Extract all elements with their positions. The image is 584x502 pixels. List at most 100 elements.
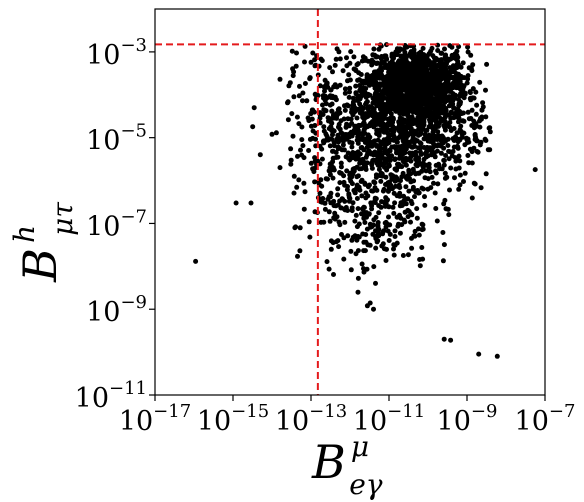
scatter-point xyxy=(437,94,443,100)
scatter-point xyxy=(383,55,389,61)
scatter-point xyxy=(401,217,407,223)
x-tick-base: 10 xyxy=(275,406,309,437)
scatter-point xyxy=(423,128,429,134)
scatter-point xyxy=(432,190,438,196)
scatter-point xyxy=(380,241,386,247)
scatter-point xyxy=(455,58,461,64)
scatter-point xyxy=(390,116,396,122)
scatter-point xyxy=(353,212,359,218)
scatter-point xyxy=(422,132,428,137)
x-tick-base: 10 xyxy=(437,406,471,437)
scatter-point xyxy=(352,218,358,224)
scatter-point xyxy=(357,160,363,166)
scatter-point xyxy=(326,209,332,215)
scatter-point xyxy=(362,248,368,254)
scatter-point xyxy=(331,272,336,277)
scatter-point xyxy=(367,123,373,129)
scatter-point xyxy=(376,226,382,232)
scatter-point xyxy=(408,96,414,102)
scatter-point xyxy=(431,81,437,87)
scatter-point xyxy=(375,222,381,228)
scatter-point xyxy=(434,218,440,224)
scatter-point xyxy=(193,258,199,264)
scatter-point xyxy=(477,118,482,124)
scatter-point xyxy=(376,87,382,92)
scatter-point xyxy=(439,50,445,56)
scatter-point xyxy=(335,154,341,160)
y-tick-exp: −3 xyxy=(120,35,147,56)
scatter-point xyxy=(378,61,384,67)
scatter-point xyxy=(335,202,341,208)
scatter-point xyxy=(462,170,468,176)
scatter-point xyxy=(395,223,401,229)
scatter-point xyxy=(446,156,452,162)
scatter-point xyxy=(451,105,457,111)
scatter-point xyxy=(343,154,349,160)
scatter-point xyxy=(373,245,379,251)
scatter-point xyxy=(451,76,457,82)
scatter-point xyxy=(474,149,480,154)
y-axis-label-sup: h xyxy=(8,225,41,243)
y-tick-exp: −7 xyxy=(120,206,147,227)
y-axis-label: B h μτ xyxy=(8,202,79,283)
scatter-point xyxy=(348,267,354,273)
scatter-point xyxy=(354,115,360,121)
scatter-point xyxy=(414,131,420,137)
scatter-point xyxy=(450,149,456,154)
scatter-point xyxy=(337,126,343,132)
scatter-point xyxy=(420,256,426,262)
scatter-point xyxy=(421,136,427,142)
scatter-point xyxy=(457,182,463,188)
scatter-point xyxy=(390,89,396,94)
scatter-point xyxy=(400,102,405,108)
scatter-point xyxy=(294,184,300,190)
scatter-point xyxy=(277,165,283,171)
y-tick-base: 10 xyxy=(75,383,109,414)
scatter-point xyxy=(385,164,391,170)
scatter-point xyxy=(435,129,441,135)
scatter-point xyxy=(328,238,334,244)
scatter-point xyxy=(420,222,426,228)
scatter-point xyxy=(340,131,345,137)
scatter-point xyxy=(309,107,315,113)
scatter-point xyxy=(324,259,330,265)
scatter-point xyxy=(390,204,396,210)
scatter-point xyxy=(299,124,305,130)
scatter-point xyxy=(418,109,424,115)
scatter-point xyxy=(456,103,462,109)
scatter-point xyxy=(441,145,447,151)
scatter-point xyxy=(396,184,402,190)
scatter-point xyxy=(379,107,385,112)
scatter-point xyxy=(419,227,425,233)
scatter-point xyxy=(380,231,386,237)
scatter-point xyxy=(397,230,403,236)
scatter-point xyxy=(460,60,466,66)
scatter-point xyxy=(443,106,449,112)
y-tick-base: 10 xyxy=(86,297,120,328)
scatter-point xyxy=(289,48,295,54)
scatter-point xyxy=(436,161,442,167)
scatter-point xyxy=(300,143,306,149)
scatter-point xyxy=(451,95,457,101)
scatter-point xyxy=(365,133,371,139)
scatter-point xyxy=(382,156,388,162)
scatter-point xyxy=(392,157,398,163)
scatter-point xyxy=(345,184,350,189)
scatter-point xyxy=(292,225,298,231)
scatter-point xyxy=(427,117,432,123)
scatter-point xyxy=(288,161,294,167)
scatter-point xyxy=(383,258,389,263)
scatter-point xyxy=(459,131,465,137)
scatter-point xyxy=(392,242,398,248)
scatter-point xyxy=(338,164,344,170)
scatter-point xyxy=(471,145,477,151)
scatter-point xyxy=(326,194,332,200)
scatter-point xyxy=(327,65,333,71)
scatter-point xyxy=(362,163,368,169)
scatter-point xyxy=(301,155,307,161)
scatter-point xyxy=(487,129,493,135)
scatter-point xyxy=(363,232,369,237)
scatter-point xyxy=(291,173,297,179)
scatter-point xyxy=(442,81,448,87)
scatter-point xyxy=(384,141,390,147)
